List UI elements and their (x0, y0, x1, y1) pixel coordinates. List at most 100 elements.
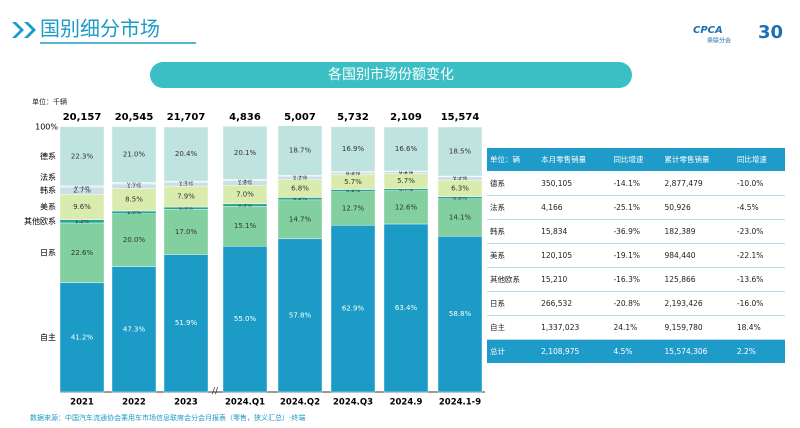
table-cell: 266,532 (538, 291, 611, 316)
bar-total: 20,157 (63, 112, 102, 123)
bar-segment (111, 266, 157, 393)
series-name: 其他欧系 (24, 216, 56, 226)
value-label: 20.4% (175, 150, 198, 158)
value-label: 55.0% (234, 315, 257, 323)
table-cell: -25.1% (610, 195, 662, 220)
value-label: 5.7% (344, 178, 362, 186)
y-tick-label: 100% (35, 123, 58, 132)
value-label: 17.0% (175, 228, 198, 236)
x-tick-label: 2024.Q2 (280, 398, 320, 408)
bar-segment (330, 225, 376, 393)
x-tick-label: 2024.Q3 (333, 398, 373, 408)
table-cell: -10.0% (733, 171, 785, 196)
table-cell: 125,866 (661, 267, 734, 292)
table-cell: -36.9% (610, 219, 662, 244)
table-row: 德系 350,105 -14.1% 2,877,479 -10.0% (487, 171, 785, 196)
value-label: 1.2% (75, 219, 89, 225)
bar-segment (330, 126, 376, 172)
table-cell: -16.0% (733, 291, 785, 316)
value-label: 41.2% (71, 333, 94, 341)
source-note: 数据来源：中国汽车流通协会乘用车市场信息联席会分会月报表（零售，狭义汇总）-终端 (30, 413, 306, 422)
data-table: 单位：辆 本月零售销量 同比增速 累计零售销量 同比增速 德系 350,105 -14.1% 2… (487, 148, 785, 364)
value-label: 0.4% (238, 178, 252, 184)
x-tick-label: 2023 (174, 398, 198, 408)
table-cell: 182,389 (661, 219, 734, 244)
table-cell: 15,834 (538, 219, 611, 244)
bar-segment (437, 126, 483, 177)
value-label: 51.9% (175, 319, 198, 327)
value-label: 1.0% (127, 210, 141, 216)
value-label: 12.6% (395, 203, 418, 211)
page-title: 国别细分市场 (40, 17, 160, 41)
value-label: 0.8% (346, 171, 360, 177)
table-cell: 单位：辆 (487, 148, 539, 172)
value-label: 14.1% (449, 213, 472, 221)
table-row: 自主 1,337,023 24.1% 9,159,780 18.4% (487, 315, 785, 340)
value-label: 0.3% (453, 174, 467, 180)
chevron-icon (12, 22, 36, 38)
value-label: 57.8% (289, 311, 312, 319)
value-label: 9.6% (73, 203, 91, 211)
value-label: 20.0% (123, 236, 146, 244)
bar-segment (277, 199, 323, 240)
table-cell: 15,574,306 (661, 339, 734, 364)
value-label: 16.6% (395, 145, 418, 153)
value-label: 18.7% (289, 146, 312, 154)
value-label: 0.3% (346, 169, 360, 175)
series-name: 自主 (40, 332, 56, 342)
table-cell: -20.8% (610, 291, 662, 316)
logo-name: 乘联分会 (707, 37, 731, 45)
bar-segment (59, 222, 105, 284)
value-label: 62.9% (342, 305, 365, 313)
value-label: 1.2% (453, 176, 467, 182)
bar-segment (59, 126, 105, 187)
table-cell: 18.4% (733, 315, 785, 340)
bar-total: 20,545 (115, 112, 154, 123)
table-cell: 其他欧系 (487, 267, 539, 292)
value-label: 0.4% (179, 179, 193, 185)
value-label: 5.7% (397, 177, 415, 185)
value-label: 18.5% (449, 148, 472, 156)
series-name: 日系 (40, 247, 56, 257)
bar-segment (222, 206, 268, 247)
table-cell: 同比增速 (610, 148, 662, 172)
value-label: 20.1% (234, 149, 257, 157)
table-cell: -23.0% (733, 219, 785, 244)
x-tick-label: 2022 (122, 398, 146, 408)
table-row: 总计 2,108,975 4.5% 15,574,306 2.2% (487, 339, 785, 364)
table-row: 日系 266,532 -20.8% 2,193,426 -16.0% (487, 291, 785, 316)
table-cell: 美系 (487, 243, 539, 268)
value-label: 0.2% (399, 169, 413, 175)
table-cell: 24.1% (610, 315, 662, 340)
table-cell: 120,105 (538, 243, 611, 268)
bar-total: 5,007 (284, 112, 316, 123)
table-row: 单位：辆 本月零售销量 同比增速 累计零售销量 同比增速 (487, 148, 785, 172)
table-cell: 韩系 (487, 219, 539, 244)
table-cell: 984,440 (661, 243, 734, 268)
value-label: 22.6% (71, 249, 94, 257)
table-cell: -22.1% (733, 243, 785, 268)
bar-segment (222, 126, 268, 180)
bar-total: 15,574 (441, 112, 480, 123)
table-cell: 4.5% (610, 339, 662, 364)
table-cell: 德系 (487, 171, 539, 196)
series-name: 法系 (40, 172, 56, 182)
table-cell: 日系 (487, 291, 539, 316)
bar-segment (59, 282, 105, 393)
table-row: 韩系 15,834 -36.9% 182,389 -23.0% (487, 219, 785, 244)
bar-total: 4,836 (229, 112, 261, 123)
table-cell: 50,926 (661, 195, 734, 220)
table-cell: 15,210 (538, 267, 611, 292)
value-label: 8.5% (125, 196, 143, 204)
series-name: 美系 (40, 202, 56, 212)
value-label: 0.9% (293, 196, 307, 202)
table-cell: 自主 (487, 315, 539, 340)
table-cell: -19.1% (610, 243, 662, 268)
value-label: 0.8% (346, 188, 360, 194)
table-cell: 9,159,780 (661, 315, 734, 340)
value-label: 47.3% (123, 325, 146, 333)
value-label: 0.5% (75, 184, 89, 190)
value-label: 63.4% (395, 304, 418, 312)
table-cell: 累计零售销量 (661, 148, 734, 172)
